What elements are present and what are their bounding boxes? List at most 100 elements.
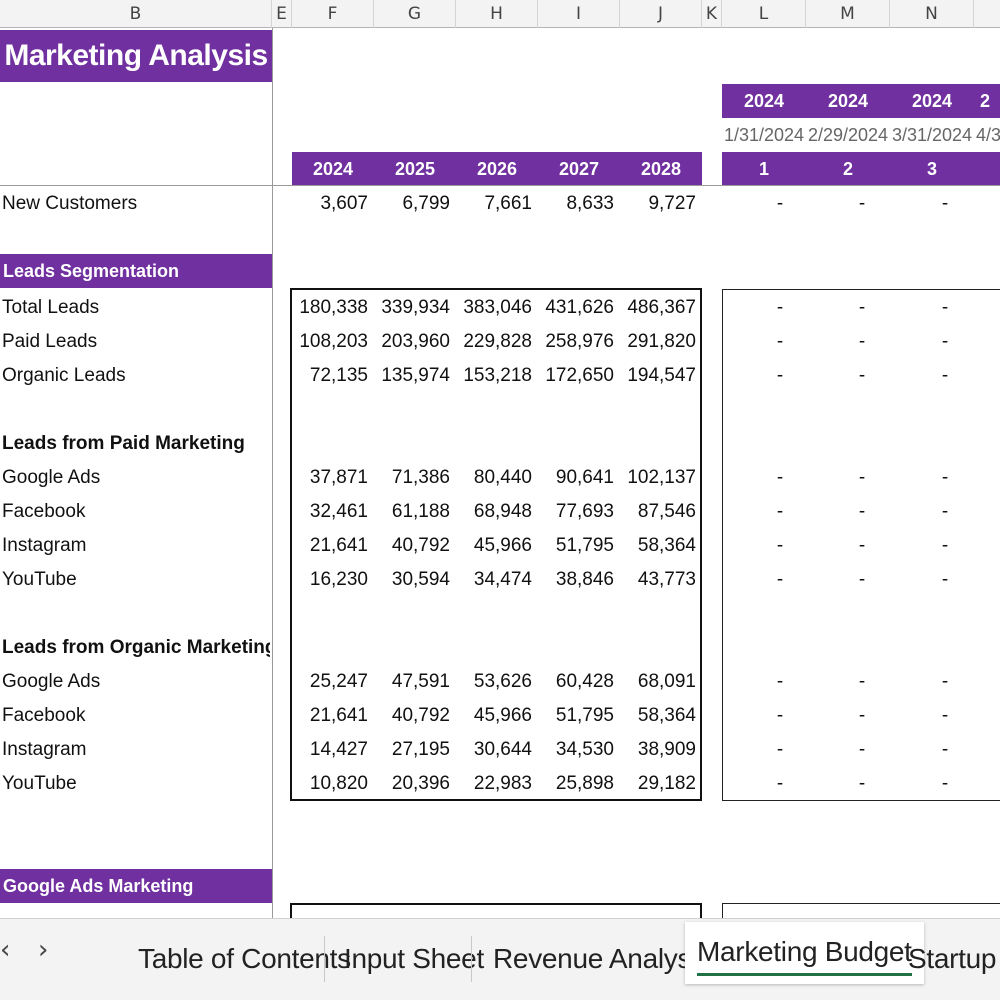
cell-value[interactable]: 180,338 <box>299 297 368 318</box>
cell-value[interactable]: 486,367 <box>627 297 696 318</box>
cell-value[interactable]: 40,792 <box>391 535 450 556</box>
cell-dash[interactable]: - <box>858 705 866 726</box>
cell-dash[interactable]: - <box>776 193 784 214</box>
monthly-date-1[interactable]: 1/31/2024 <box>723 125 805 145</box>
annual-year-2026[interactable]: 2026 <box>456 152 538 186</box>
cell-value[interactable]: 6,799 <box>402 193 450 214</box>
cell-value[interactable]: 22,983 <box>473 773 532 794</box>
row-label-organic-youtube[interactable]: YouTube <box>2 773 77 794</box>
row-label-organic-facebook[interactable]: Facebook <box>2 705 86 726</box>
cell-value[interactable]: 135,974 <box>381 365 450 386</box>
cell-value[interactable]: 71,386 <box>391 467 450 488</box>
section-header-google-ads-marketing[interactable]: Google Ads Marketing <box>0 869 272 903</box>
column-header-e[interactable]: E <box>272 0 292 28</box>
cell-dash[interactable]: - <box>776 569 784 590</box>
cell-value[interactable]: 40,792 <box>391 705 450 726</box>
cell-dash[interactable]: - <box>858 365 866 386</box>
column-header-l[interactable]: L <box>722 0 806 28</box>
cell-dash[interactable]: - <box>776 365 784 386</box>
cell-value[interactable]: 383,046 <box>463 297 532 318</box>
column-header-i[interactable]: I <box>538 0 620 28</box>
cell-value[interactable]: 51,795 <box>555 535 614 556</box>
cell-value[interactable]: 258,976 <box>545 331 614 352</box>
annual-year-2027[interactable]: 2027 <box>538 152 620 186</box>
cell-value[interactable]: 14,427 <box>309 739 368 760</box>
cell-value[interactable]: 21,641 <box>309 705 368 726</box>
cell-value[interactable]: 47,591 <box>391 671 450 692</box>
column-header-f[interactable]: F <box>292 0 374 28</box>
row-label-organic-instagram[interactable]: Instagram <box>2 739 87 760</box>
cell-value[interactable]: 10,820 <box>309 773 368 794</box>
cell-value[interactable]: 90,641 <box>555 467 614 488</box>
monthly-year-1[interactable]: 2024 <box>722 84 806 118</box>
column-header-j[interactable]: J <box>620 0 702 28</box>
row-label-total-leads[interactable]: Total Leads <box>2 297 100 318</box>
row-label-paid-instagram[interactable]: Instagram <box>2 535 87 556</box>
cell-value[interactable]: 53,626 <box>473 671 532 692</box>
cell-value[interactable]: 291,820 <box>627 331 696 352</box>
monthly-date-4[interactable]: 4/3 <box>976 125 1000 145</box>
cell-value[interactable]: 431,626 <box>545 297 614 318</box>
cell-value[interactable]: 68,091 <box>637 671 696 692</box>
cell-value[interactable]: 45,966 <box>473 535 532 556</box>
tab-revenue-analysis[interactable]: Revenue Analysis <box>493 943 711 974</box>
row-label-new-customers[interactable]: New Customers <box>2 193 138 214</box>
cell-dash[interactable]: - <box>941 467 949 488</box>
cell-value[interactable]: 108,203 <box>299 331 368 352</box>
row-label-paid-marketing-header[interactable]: Leads from Paid Marketing <box>2 433 245 454</box>
row-label-organic-leads[interactable]: Organic Leads <box>2 365 126 386</box>
cell-value[interactable]: 8,633 <box>566 193 614 214</box>
annual-year-2024[interactable]: 2024 <box>292 152 374 186</box>
cell-value[interactable]: 60,428 <box>555 671 614 692</box>
cell-dash[interactable]: - <box>776 331 784 352</box>
cell-dash[interactable]: - <box>858 501 866 522</box>
row-label-organic-google-ads[interactable]: Google Ads <box>2 671 101 692</box>
cell-dash[interactable]: - <box>776 773 784 794</box>
cell-value[interactable]: 7,661 <box>484 193 532 214</box>
cell-dash[interactable]: - <box>941 193 949 214</box>
cell-value[interactable]: 203,960 <box>381 331 450 352</box>
cell-value[interactable]: 25,898 <box>555 773 614 794</box>
cell-value[interactable]: 51,795 <box>555 705 614 726</box>
monthly-index-3[interactable]: 3 <box>890 152 974 186</box>
row-label-organic-marketing-header[interactable]: Leads from Organic Marketing <box>2 637 270 658</box>
cell-value[interactable]: 34,530 <box>555 739 614 760</box>
cell-value[interactable]: 172,650 <box>545 365 614 386</box>
monthly-index-2[interactable]: 2 <box>806 152 890 186</box>
row-label-paid-google-ads[interactable]: Google Ads <box>2 467 101 488</box>
cell-dash[interactable]: - <box>941 365 949 386</box>
tab-table-of-contents[interactable]: Table of Contents <box>138 943 351 974</box>
cell-value[interactable]: 27,195 <box>391 739 450 760</box>
cell-value[interactable]: 80,440 <box>473 467 532 488</box>
cell-dash[interactable]: - <box>858 467 866 488</box>
cell-dash[interactable]: - <box>776 705 784 726</box>
cell-value[interactable]: 30,644 <box>473 739 532 760</box>
column-header-b[interactable]: B <box>0 0 272 28</box>
column-header-m[interactable]: M <box>806 0 890 28</box>
cell-value[interactable]: 3,607 <box>320 193 368 214</box>
cell-value[interactable]: 30,594 <box>391 569 450 590</box>
column-header-h[interactable]: H <box>456 0 538 28</box>
cell-value[interactable]: 38,846 <box>555 569 614 590</box>
cell-dash[interactable]: - <box>941 501 949 522</box>
cell-dash[interactable]: - <box>776 671 784 692</box>
monthly-year-2[interactable]: 2024 <box>806 84 890 118</box>
cell-value[interactable]: 16,230 <box>309 569 368 590</box>
cell-dash[interactable]: - <box>858 569 866 590</box>
sheet-title[interactable]: Marketing Analysis <box>0 30 272 82</box>
cell-value[interactable]: 9,727 <box>648 193 696 214</box>
cell-value[interactable]: 20,396 <box>391 773 450 794</box>
cell-value[interactable]: 72,135 <box>309 365 368 386</box>
cell-dash[interactable]: - <box>776 739 784 760</box>
row-label-paid-leads[interactable]: Paid Leads <box>2 331 98 352</box>
cell-dash[interactable]: - <box>941 535 949 556</box>
cell-dash[interactable]: - <box>941 297 949 318</box>
spreadsheet-grid[interactable]: B E F G H I J K L M N Marketing Analysis… <box>0 0 1000 918</box>
tab-input-sheet[interactable]: Input Sheet <box>344 943 484 974</box>
cell-dash[interactable]: - <box>858 535 866 556</box>
cell-value[interactable]: 43,773 <box>637 569 696 590</box>
cell-value[interactable]: 87,546 <box>637 501 696 522</box>
tab-marketing-budget[interactable]: Marketing Budget <box>685 922 924 984</box>
annual-year-2028[interactable]: 2028 <box>620 152 702 186</box>
cell-dash[interactable]: - <box>941 739 949 760</box>
